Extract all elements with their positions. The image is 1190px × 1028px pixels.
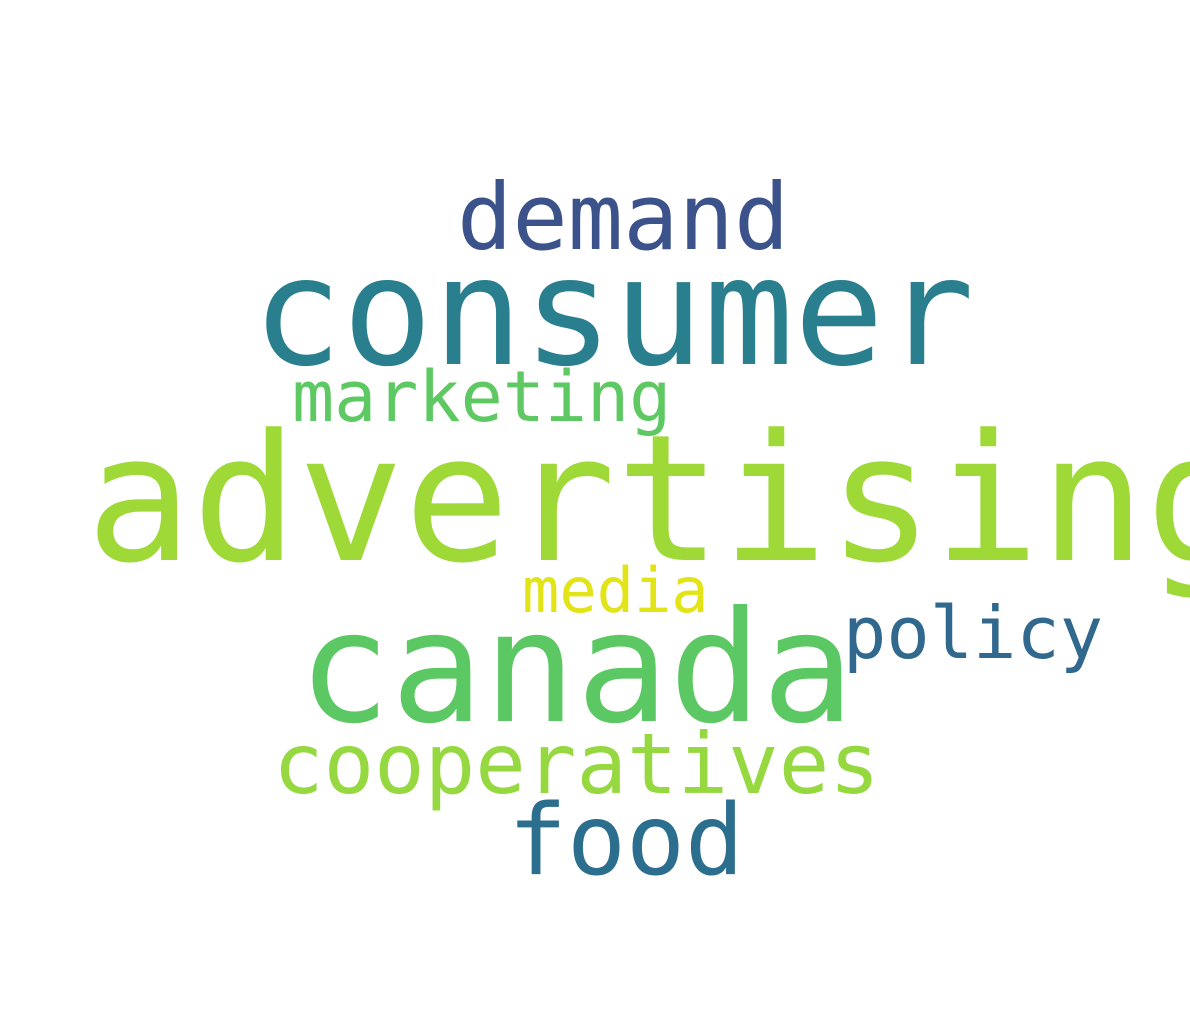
word-marketing: marketing (292, 356, 672, 438)
word-policy: policy (843, 591, 1104, 675)
word-demand: demand (457, 164, 790, 271)
word-food: food (508, 784, 745, 898)
word-advertising: advertising (86, 397, 1190, 602)
word-consumer: consumer (252, 226, 975, 400)
word-cooperatives: cooperatives (273, 715, 880, 813)
word-media: media (522, 554, 709, 627)
word-canada: canada (298, 579, 855, 758)
